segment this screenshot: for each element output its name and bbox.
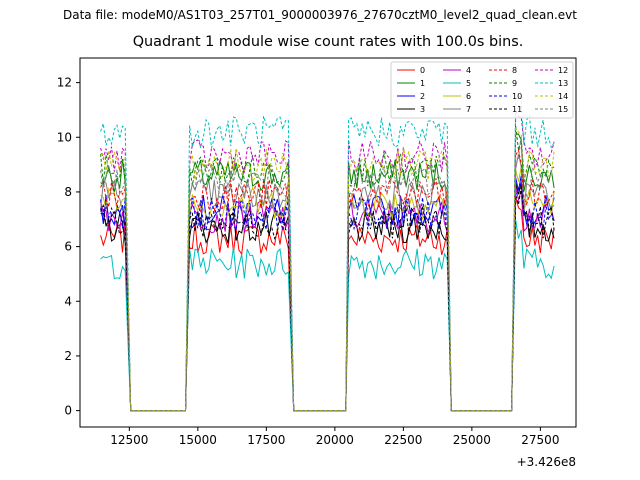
x-offset-label: +3.426e8 <box>517 455 576 469</box>
series-line-12 <box>100 109 555 412</box>
legend-label: 4 <box>466 66 471 75</box>
y-tick-label: 10 <box>57 130 72 144</box>
y-tick-label: 6 <box>64 240 72 254</box>
series-line-10 <box>100 182 555 412</box>
y-axis: 0 2 4 6 8 10 12 <box>57 76 80 418</box>
x-tick-label: 17500 <box>247 433 285 447</box>
x-tick-label: 20000 <box>316 433 354 447</box>
legend-label: 15 <box>558 105 568 114</box>
series-line-6 <box>100 167 555 412</box>
legend-label: 10 <box>512 92 522 101</box>
legend-box <box>390 61 574 119</box>
suptitle: Data file: modeM0/AS1T03_257T01_90000039… <box>63 8 577 22</box>
y-tick-label: 8 <box>64 185 72 199</box>
series-line-3 <box>100 183 555 412</box>
legend-label: 1 <box>420 79 425 88</box>
series-line-15 <box>100 136 555 412</box>
series-line-2 <box>100 175 555 412</box>
x-tick-label: 22500 <box>384 433 422 447</box>
x-tick-label: 25000 <box>453 433 491 447</box>
series-line-11 <box>100 187 555 412</box>
y-tick-label: 0 <box>64 404 72 418</box>
legend-label: 5 <box>466 79 471 88</box>
series-line-14 <box>100 126 555 412</box>
plot-lines <box>100 92 555 412</box>
series-line-13 <box>100 92 555 412</box>
x-tick-label: 12500 <box>110 433 148 447</box>
legend-label: 12 <box>558 66 568 75</box>
legend-label: 9 <box>512 79 517 88</box>
legend-label: 8 <box>512 66 517 75</box>
legend-label: 0 <box>420 66 425 75</box>
y-tick-label: 2 <box>64 349 72 363</box>
x-tick-label: 15000 <box>179 433 217 447</box>
legend-label: 3 <box>420 105 425 114</box>
series-line-4 <box>100 187 555 412</box>
series-line-0 <box>100 196 555 412</box>
legend-label: 14 <box>558 92 568 101</box>
series-line-8 <box>100 148 555 412</box>
legend-label: 13 <box>558 79 568 88</box>
x-axis: 12500 15000 17500 20000 22500 25000 27500 <box>110 427 559 447</box>
y-tick-label: 4 <box>64 294 72 308</box>
legend-label: 11 <box>512 105 522 114</box>
series-line-7 <box>100 153 555 412</box>
chart-title: Quadrant 1 module wise count rates with … <box>132 34 524 50</box>
legend-label: 6 <box>466 92 471 101</box>
series-line-1 <box>100 133 555 412</box>
legend-label: 2 <box>420 92 425 101</box>
legend-label: 7 <box>466 105 471 114</box>
series-line-9 <box>100 125 555 412</box>
x-tick-label: 27500 <box>521 433 559 447</box>
axes-frame <box>79 57 577 428</box>
series-line-5 <box>100 219 555 412</box>
y-tick-label: 12 <box>57 76 72 90</box>
